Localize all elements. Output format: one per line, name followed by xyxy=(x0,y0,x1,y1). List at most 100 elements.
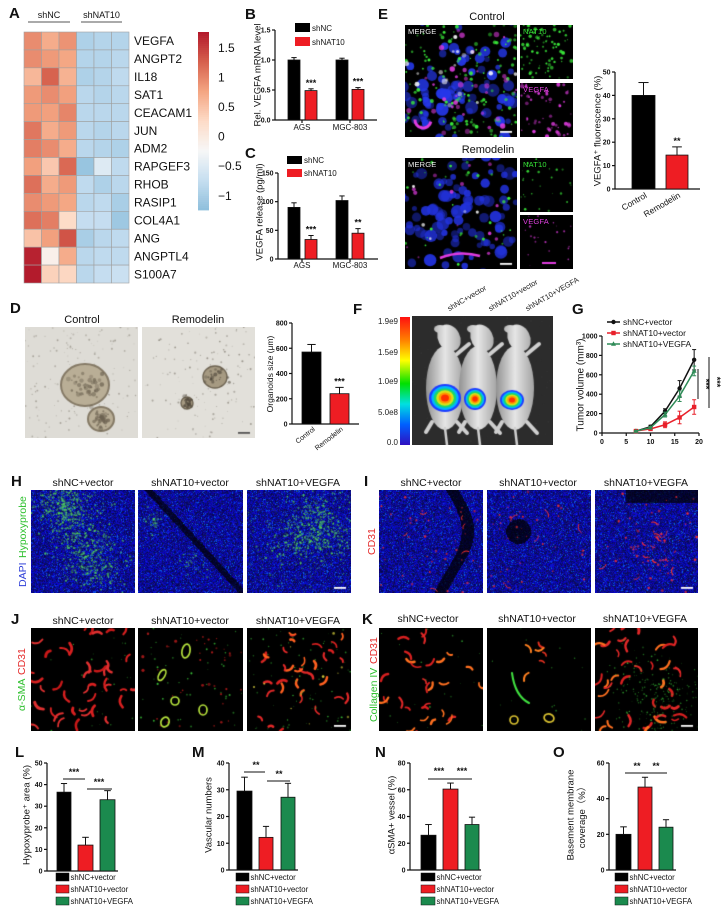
legend-swatch xyxy=(614,896,629,906)
panel-i-title: shNC+vector xyxy=(400,477,462,489)
heatmap-cell xyxy=(41,264,60,284)
colorbar-segment xyxy=(198,99,209,102)
colorbar-segment xyxy=(198,192,209,195)
y-axis-label: Organoids size (μm) xyxy=(265,335,275,412)
gene-label: RAPGEF3 xyxy=(134,160,190,174)
colorbar-segment xyxy=(198,198,209,201)
heatmap-cell xyxy=(93,49,112,69)
colorbar-segment xyxy=(198,101,209,104)
legend-swatch xyxy=(235,872,250,882)
heatmap-cell xyxy=(111,246,130,266)
y-tick-label: 0 xyxy=(221,868,225,875)
y-tick-label: 1000 xyxy=(582,334,598,341)
heatmap-cell xyxy=(23,67,42,87)
y-tick-label: 0.0 xyxy=(261,118,271,125)
heatmap-cell xyxy=(111,211,130,230)
heatmap-cell xyxy=(23,246,42,266)
colorbar-segment xyxy=(198,170,209,173)
heatmap-cell xyxy=(23,85,42,105)
cd31-collagen-image-shnc-vector xyxy=(379,628,483,731)
heatmap-cell xyxy=(58,264,77,284)
y-axis-label: αSMA+ vessel (%) xyxy=(386,776,397,855)
heatmap-cell xyxy=(58,246,77,266)
significance-marker: ** xyxy=(633,761,641,771)
y-tick-label: 200 xyxy=(586,411,598,418)
colorbar-segment xyxy=(198,32,209,35)
channel-label-vegfa: VEGFA xyxy=(523,217,550,226)
panel-i-channel-label: CD31 xyxy=(366,490,378,593)
heatmap-cell xyxy=(58,67,77,87)
category-label: Control xyxy=(295,426,317,446)
colorbar-segment xyxy=(198,81,209,84)
colorbar-segment xyxy=(198,146,209,150)
colorbar-segment xyxy=(198,130,209,134)
legend-label: shNAT10+vector xyxy=(630,885,688,894)
gene-label: ANGPT2 xyxy=(134,52,182,66)
y-tick-label: 20 xyxy=(217,814,225,821)
bar xyxy=(665,154,689,190)
colorbar-segment xyxy=(198,128,209,132)
colorbar-segment xyxy=(198,182,209,185)
micrograph-e-merge-control xyxy=(405,25,517,137)
y-tick-label: 50 xyxy=(35,761,43,768)
heatmap-cell xyxy=(111,157,130,176)
significance-marker: *** xyxy=(69,767,80,777)
y-tick-label: 0 xyxy=(601,868,605,875)
colorbar-segment xyxy=(198,119,209,122)
panel-label-m: M xyxy=(192,744,205,761)
data-point xyxy=(633,428,639,434)
y-tick-label: 200 xyxy=(276,396,288,403)
significance-marker: *** xyxy=(434,766,445,776)
legend-label: shNAT10+VEGFA xyxy=(630,897,693,906)
heatmap-cell xyxy=(93,31,112,51)
significance-marker: *** xyxy=(306,78,317,88)
data-point xyxy=(691,404,697,410)
panel-i-title: shNAT10+vector xyxy=(499,477,577,489)
y-tick-label: 30 xyxy=(603,116,611,123)
colorbar-segment xyxy=(198,73,209,76)
y-tick-label: 0 xyxy=(284,422,288,429)
heatmap-cell xyxy=(111,175,130,194)
cd31-label: CD31 xyxy=(365,528,378,555)
legend-label: shNAT10+VEGFA xyxy=(251,897,314,906)
category-label: MGC-803 xyxy=(333,123,368,132)
channel-label-merge: MERGE xyxy=(408,160,437,169)
y-axis-label: VEGFA⁺ fluorescence (%) xyxy=(592,76,603,187)
heatmap-cell xyxy=(93,193,112,212)
heatmap-cell xyxy=(58,157,77,176)
y-axis-label: Basement membrane xyxy=(566,770,577,861)
y-tick-label: 80 xyxy=(398,761,406,768)
data-point xyxy=(677,415,682,420)
heatmap-cell xyxy=(23,157,42,176)
colorbar-segment xyxy=(198,138,209,142)
colorbar-segment xyxy=(198,126,209,130)
colorbar-segment xyxy=(198,69,209,72)
y-axis-label: Hypoxyprobe⁺ area (%) xyxy=(21,765,32,865)
y-tick-label: 800 xyxy=(276,321,288,328)
panel-label-g: G xyxy=(572,301,584,318)
colorbar-segment xyxy=(198,134,209,138)
colorbar-segment xyxy=(198,65,209,68)
colorbar-segment xyxy=(198,37,209,41)
colorbar-segment xyxy=(198,164,209,167)
y-tick-label: 30 xyxy=(35,804,43,811)
colorbar-segment xyxy=(198,188,209,191)
y-tick-label: 20 xyxy=(603,140,611,147)
bar xyxy=(77,844,94,872)
bar xyxy=(56,791,72,872)
cd31-asma-image-shnat10-vegfa xyxy=(247,628,351,731)
heatmap-cell xyxy=(93,67,112,87)
y-tick-label: 20 xyxy=(35,825,43,832)
colorbar-segment xyxy=(198,168,209,171)
bar xyxy=(631,95,656,190)
colorbar-segment xyxy=(198,61,209,65)
colorbar-segment xyxy=(198,89,209,92)
colorbar-segment xyxy=(198,122,209,126)
legend-swatch xyxy=(55,884,70,894)
bar xyxy=(335,200,349,260)
category-label: AGS xyxy=(294,261,311,270)
legend-swatch xyxy=(55,872,70,882)
